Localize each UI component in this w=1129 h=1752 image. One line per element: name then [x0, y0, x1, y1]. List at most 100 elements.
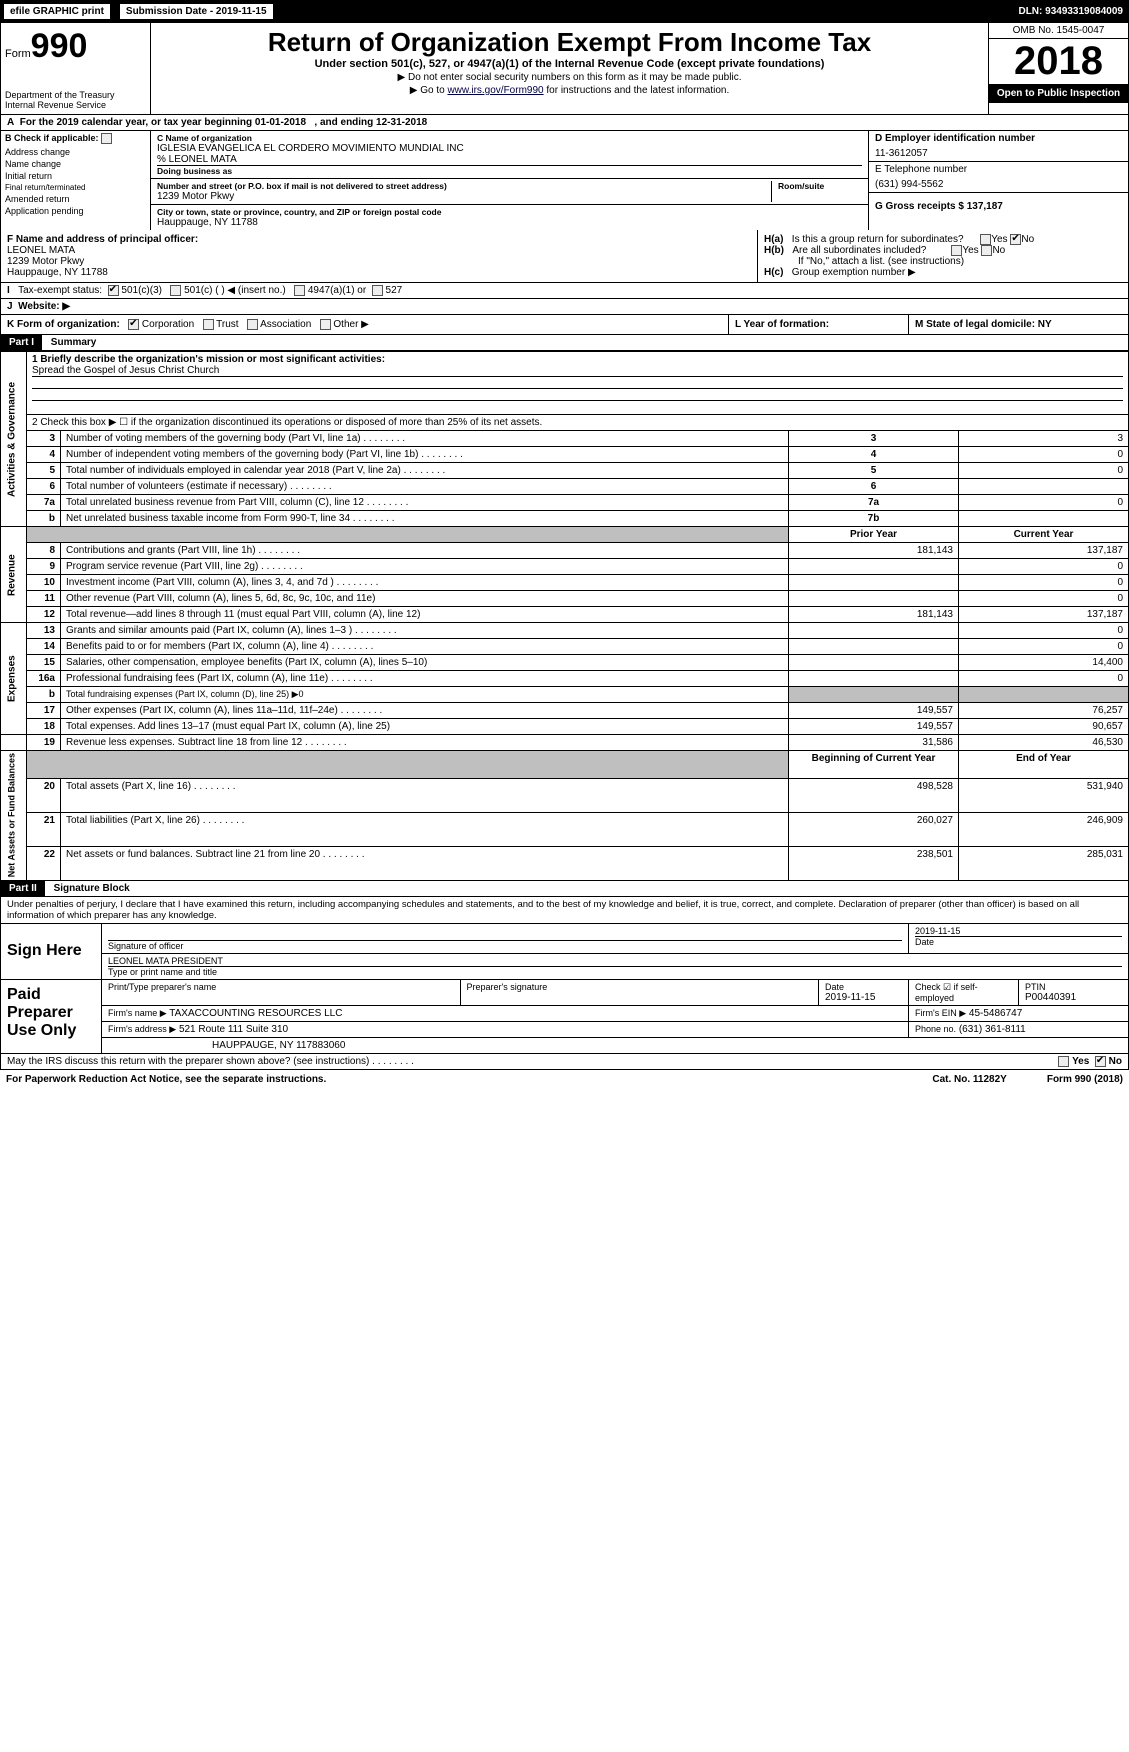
discuss-row: May the IRS discuss this return with the… [0, 1054, 1129, 1070]
ptin-label: PTIN [1025, 982, 1122, 992]
line7a: Total unrelated business revenue from Pa… [61, 495, 789, 511]
form-header: Form990 Department of the Treasury Inter… [0, 22, 1129, 115]
line18: Total expenses. Add lines 13–17 (must eq… [61, 719, 789, 735]
discuss-yes-checkbox[interactable] [1058, 1056, 1069, 1067]
501c3-checkbox[interactable] [108, 285, 119, 296]
cb-address-change[interactable]: Address change [1, 146, 150, 158]
street-label: Number and street (or P.O. box if mail i… [157, 181, 771, 191]
line17: Other expenses (Part IX, column (A), lin… [61, 703, 789, 719]
corp-checkbox[interactable] [128, 319, 139, 330]
cb-name-change[interactable]: Name change [1, 158, 150, 170]
side-activities: Activities & Governance [1, 352, 27, 527]
form-label: Form990 [5, 27, 146, 66]
part1-title: Summary [45, 335, 103, 350]
cat-no: Cat. No. 11282Y [932, 1074, 1006, 1085]
department: Department of the Treasury Internal Reve… [5, 90, 146, 110]
current-year-hdr: Current Year [959, 527, 1129, 543]
ha-no-checkbox[interactable] [1010, 234, 1021, 245]
col-c-org-info: C Name of organization IGLESIA EVANGELIC… [151, 131, 868, 230]
gross-receipts: G Gross receipts $ 137,187 [875, 195, 1122, 212]
line1-value: Spread the Gospel of Jesus Christ Church [32, 365, 1123, 377]
officer-street: 1239 Motor Pkwy [7, 256, 751, 267]
irs-link[interactable]: www.irs.gov/Form990 [447, 85, 543, 96]
row-k: K Form of organization: Corporation Trus… [0, 315, 1129, 335]
hb-yes-checkbox[interactable] [951, 245, 962, 256]
line16a: Professional fundraising fees (Part IX, … [61, 671, 789, 687]
paperwork-notice: For Paperwork Reduction Act Notice, see … [6, 1074, 326, 1085]
assoc-checkbox[interactable] [247, 319, 258, 330]
501c-checkbox[interactable] [170, 285, 181, 296]
eoy-hdr: End of Year [959, 751, 1129, 779]
row-j-website: J Website: ▶ [0, 299, 1129, 315]
line1-label: 1 Briefly describe the organization's mi… [32, 354, 385, 365]
discuss-no-checkbox[interactable] [1095, 1056, 1106, 1067]
form-title: Return of Organization Exempt From Incom… [159, 27, 980, 58]
tax-year: 2018 [989, 39, 1128, 84]
527-checkbox[interactable] [372, 285, 383, 296]
do-not-enter-note: ▶ Do not enter social security numbers o… [159, 72, 980, 83]
line8: Contributions and grants (Part VIII, lin… [61, 543, 789, 559]
side-expenses: Expenses [1, 623, 27, 735]
dln: DLN: 93493319084009 [1018, 6, 1123, 17]
line22: Net assets or fund balances. Subtract li… [61, 846, 789, 880]
preparer-name-label: Print/Type preparer's name [108, 982, 454, 992]
cb-amended[interactable]: Amended return [1, 193, 150, 205]
checkbox-icon[interactable] [101, 133, 112, 144]
sign-here-block: Sign Here Signature of officer 2019-11-1… [0, 923, 1129, 980]
row-i-tax-exempt: I Tax-exempt status: 501(c)(3) 501(c) ( … [0, 283, 1129, 299]
line15: Salaries, other compensation, employee b… [61, 655, 789, 671]
line12: Total revenue—add lines 8 through 11 (mu… [61, 607, 789, 623]
other-checkbox[interactable] [320, 319, 331, 330]
part1-header: Part I [1, 335, 42, 350]
city: Hauppauge, NY 11788 [157, 217, 862, 228]
signature-label: Signature of officer [108, 940, 902, 951]
org-name: IGLESIA EVANGELICA EL CORDERO MOVIMIENTO… [157, 143, 862, 154]
firm-ein: 45-5486747 [969, 1008, 1022, 1019]
firm-phone-label: Phone no. [915, 1024, 956, 1034]
goto-note: ▶ Go to www.irs.gov/Form990 for instruct… [159, 85, 980, 96]
row-a: A For the 2019 calendar year, or tax yea… [0, 115, 1129, 131]
form-id: Form 990 (2018) [1047, 1074, 1123, 1085]
4947-checkbox[interactable] [294, 285, 305, 296]
col-d-ein: D Employer identification number 11-3612… [868, 131, 1128, 230]
cb-initial-return[interactable]: Initial return [1, 170, 150, 182]
officer-city: Hauppauge, NY 11788 [7, 267, 751, 278]
room-label: Room/suite [778, 181, 856, 191]
submission-date: Submission Date - 2019-11-15 [120, 4, 273, 19]
phone-label: E Telephone number [875, 164, 1122, 175]
form-subtitle: Under section 501(c), 527, or 4947(a)(1)… [159, 58, 980, 70]
dba-label: Doing business as [157, 166, 862, 176]
hc-row: H(c) Group exemption number ▶ [764, 267, 1122, 278]
hb-no-checkbox[interactable] [981, 245, 992, 256]
street: 1239 Motor Pkwy [157, 191, 771, 202]
line3: Number of voting members of the governin… [61, 431, 789, 447]
firm-phone: (631) 361-8111 [959, 1024, 1026, 1035]
org-name-label: C Name of organization [157, 133, 862, 143]
care-of: % LEONEL MATA [157, 154, 862, 166]
sign-date: 2019-11-15 [915, 926, 1122, 936]
cb-app-pending[interactable]: Application pending [1, 205, 150, 217]
ha-yes-checkbox[interactable] [980, 234, 991, 245]
prep-date: 2019-11-15 [825, 992, 902, 1003]
hb-note: If "No," attach a list. (see instruction… [764, 256, 1122, 267]
ein: 11-3612057 [875, 144, 1122, 159]
line7b: Net unrelated business taxable income fr… [61, 511, 789, 527]
cb-final-return[interactable]: Final return/terminated [1, 182, 150, 193]
f-h-block: F Name and address of principal officer:… [0, 230, 1129, 283]
boc-hdr: Beginning of Current Year [789, 751, 959, 779]
trust-checkbox[interactable] [203, 319, 214, 330]
firm-name-label: Firm's name ▶ [108, 1008, 167, 1018]
omb-number: OMB No. 1545-0047 [989, 23, 1128, 39]
signer-name-label: Type or print name and title [108, 967, 1122, 977]
firm-addr-label: Firm's address ▶ [108, 1024, 176, 1034]
sign-here-label: Sign Here [1, 924, 101, 979]
header-main-block: B Check if applicable: Address change Na… [0, 131, 1129, 230]
line16b: Total fundraising expenses (Part IX, col… [61, 687, 789, 703]
state-domicile: M State of legal domicile: NY [915, 319, 1052, 330]
ptin: P00440391 [1025, 992, 1122, 1003]
side-revenue: Revenue [1, 527, 27, 623]
topbar: efile GRAPHIC print Submission Date - 20… [0, 0, 1129, 22]
line11: Other revenue (Part VIII, column (A), li… [61, 591, 789, 607]
footer: For Paperwork Reduction Act Notice, see … [0, 1070, 1129, 1089]
sign-date-label: Date [915, 936, 1122, 947]
